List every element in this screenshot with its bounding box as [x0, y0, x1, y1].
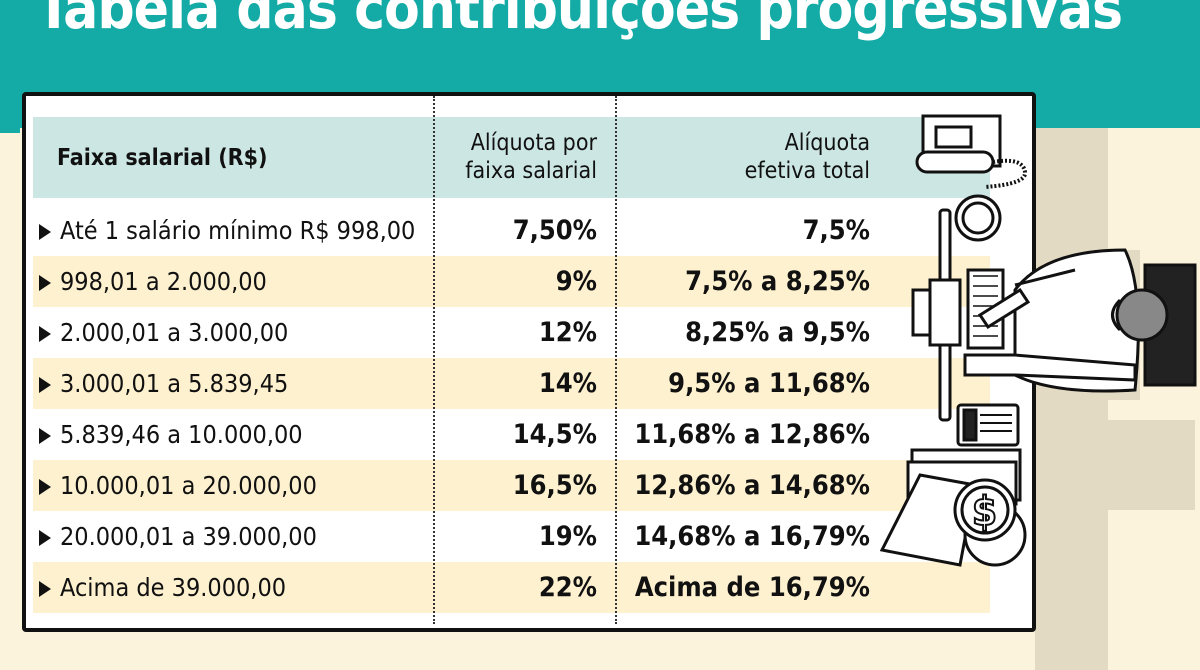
faixa-text: 10.000,01 a 20.000,00 — [60, 471, 317, 500]
table-row: 10.000,01 a 20.000,00 16,5% 12,86% a 14,68… — [33, 460, 990, 511]
faixa-text: 20.000,01 a 39.000,00 — [60, 522, 317, 551]
table-row: 2.000,01 a 3.000,00 12% 8,25% a 9,5% — [33, 307, 990, 358]
header-line: efetiva total — [744, 158, 870, 184]
aliquota-faixa-cell: 16,5% — [512, 470, 597, 501]
column-divider — [615, 96, 617, 624]
table-header: Faixa salarial (R$) Alíquota por faixa s… — [33, 117, 990, 198]
person-icon — [963, 248, 1197, 400]
header-line: Alíquota por — [470, 130, 597, 156]
faixa-text: Até 1 salário mínimo R$ 998,00 — [60, 216, 416, 245]
faixa-text: 998,01 a 2.000,00 — [60, 267, 267, 296]
faixa-text: Acima de 39.000,00 — [60, 573, 287, 602]
aliquota-faixa-cell: 12% — [538, 317, 597, 348]
svg-text:$: $ — [972, 489, 997, 535]
aliquota-efetiva-cell: 12,86% a 14,68% — [634, 470, 870, 501]
table-row: Acima de 39.000,00 22% Acima de 16,79% — [33, 562, 990, 613]
table-row: 20.000,01 a 39.000,00 19% 14,68% a 16,79% — [33, 511, 990, 562]
header-aliquota-efetiva: Alíquota efetiva total — [745, 129, 870, 185]
header-line: faixa salarial — [465, 158, 597, 184]
aliquota-efetiva-cell: Acima de 16,79% — [634, 572, 870, 603]
page-title: Tabela das contribuições progressivas — [36, 0, 1123, 42]
faixa-cell: 2.000,01 a 3.000,00 — [39, 307, 288, 358]
aliquota-faixa-cell: 9% — [555, 266, 597, 297]
triangle-bullet-icon — [39, 275, 51, 291]
table-row: 998,01 a 2.000,00 9% 7,5% a 8,25% — [33, 256, 990, 307]
aliquota-faixa-cell: 7,50% — [512, 215, 597, 246]
faixa-cell: Até 1 salário mínimo R$ 998,00 — [39, 205, 415, 256]
aliquota-faixa-cell: 19% — [538, 521, 597, 552]
aliquota-efetiva-cell: 8,25% a 9,5% — [685, 317, 870, 348]
person-at-desk-illustration: $ — [880, 114, 1197, 567]
triangle-bullet-icon — [39, 428, 51, 444]
faixa-text: 2.000,01 a 3.000,00 — [60, 318, 289, 347]
faixa-text: 5.839,46 a 10.000,00 — [60, 420, 303, 449]
aliquota-efetiva-cell: 7,5% a 8,25% — [685, 266, 870, 297]
title-band-edge — [0, 128, 20, 133]
column-divider — [433, 96, 435, 624]
table-row: 5.839,46 a 10.000,00 14,5% 11,68% a 12,86% — [33, 409, 990, 460]
floor-shadow-2 — [1035, 420, 1195, 510]
aliquota-efetiva-cell: 9,5% a 11,68% — [668, 368, 870, 399]
table-row: Até 1 salário mínimo R$ 998,00 7,50% 7,5% — [33, 205, 990, 256]
aliquota-faixa-cell: 22% — [538, 572, 597, 603]
aliquota-efetiva-cell: 7,5% — [802, 215, 870, 246]
triangle-bullet-icon — [39, 377, 51, 393]
faixa-text: 3.000,01 a 5.839,45 — [60, 369, 289, 398]
aliquota-efetiva-cell: 14,68% a 16,79% — [634, 521, 870, 552]
faixa-cell: 998,01 a 2.000,00 — [39, 256, 267, 307]
header-aliquota-faixa: Alíquota por faixa salarial — [465, 129, 597, 185]
triangle-bullet-icon — [39, 479, 51, 495]
aliquota-faixa-cell: 14,5% — [512, 419, 597, 450]
monitor-icon — [911, 208, 962, 422]
aliquota-faixa-cell: 14% — [538, 368, 597, 399]
faixa-cell: 5.839,46 a 10.000,00 — [39, 409, 303, 460]
header-line: Alíquota — [784, 130, 870, 156]
coffee-cup-icon — [954, 194, 1002, 242]
faixa-cell: 10.000,01 a 20.000,00 — [39, 460, 317, 511]
coin-icon: $ — [953, 478, 1027, 567]
triangle-bullet-icon — [39, 224, 51, 240]
faixa-cell: Acima de 39.000,00 — [39, 562, 286, 613]
header-faixa: Faixa salarial (R$) — [57, 145, 268, 171]
triangle-bullet-icon — [39, 581, 51, 597]
faixa-cell: 3.000,01 a 5.839,45 — [39, 358, 288, 409]
triangle-bullet-icon — [39, 326, 51, 342]
triangle-bullet-icon — [39, 530, 51, 546]
calculator-icon — [956, 403, 1020, 447]
table-row: 3.000,01 a 5.839,45 14% 9,5% a 11,68% — [33, 358, 990, 409]
aliquota-efetiva-cell: 11,68% a 12,86% — [634, 419, 870, 450]
telephone-icon — [915, 114, 1027, 189]
faixa-cell: 20.000,01 a 39.000,00 — [39, 511, 317, 562]
